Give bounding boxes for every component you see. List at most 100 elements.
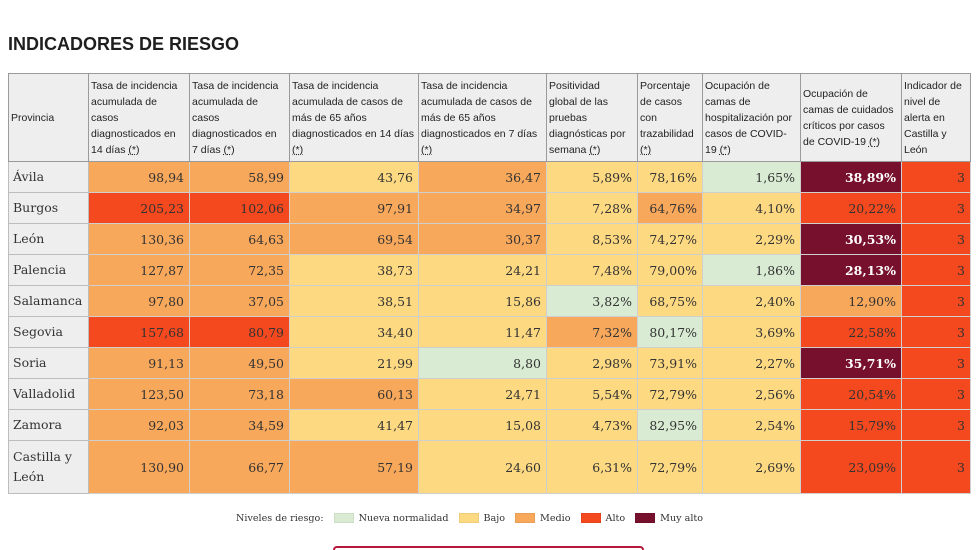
- cell-incidencia-mayores-65-7-dias: 11,47: [418, 316, 547, 348]
- cell-trazabilidad: 72,79%: [637, 378, 703, 410]
- footnote-marker[interactable]: (*): [640, 143, 652, 156]
- cell-incidencia-14-dias: 98,94: [88, 161, 190, 193]
- cell-trazabilidad: 72,79%: [637, 440, 703, 494]
- table-row: Burgos 205,23 102,06 97,91 34,97 7,28% 64,76% 4…: [8, 192, 971, 224]
- header-label: Positividad global de las pruebas diagnó…: [549, 79, 626, 156]
- footnote-marker[interactable]: (*): [223, 143, 235, 156]
- cell-ocupacion-hospitalizacion: 1,65%: [702, 161, 801, 193]
- cell-incidencia-14-dias: 130,90: [88, 440, 190, 494]
- legend-swatch-muy-alto: [635, 513, 656, 523]
- province-name: Burgos: [8, 192, 89, 224]
- cell-ocupacion-cuidados-criticos: 15,79%: [800, 409, 902, 441]
- cell-incidencia-14-dias: 97,80: [88, 285, 190, 317]
- legend-swatch-bajo: [458, 513, 479, 523]
- legend-swatch-medio: [515, 513, 536, 523]
- cell-positividad-semanal: 5,89%: [546, 161, 638, 193]
- cell-ocupacion-hospitalizacion: 3,69%: [702, 316, 801, 348]
- cell-incidencia-mayores-65-14-dias: 97,91: [289, 192, 419, 224]
- cell-trazabilidad: 78,16%: [637, 161, 703, 193]
- cell-ocupacion-hospitalizacion: 2,27%: [702, 347, 801, 379]
- legend-label-nueva-normalidad: Nueva normalidad: [358, 512, 449, 524]
- header-ocupacion-hospitalizacion: Ocupación de camas de hospitalización po…: [702, 73, 801, 162]
- cell-incidencia-mayores-65-7-dias: 15,08: [418, 409, 547, 441]
- footnote-marker[interactable]: (*): [868, 135, 881, 148]
- legend-swatch-alto: [580, 513, 601, 523]
- cell-incidencia-7-dias: 72,35: [189, 254, 290, 286]
- legend-label-muy-alto: Muy alto: [660, 512, 704, 524]
- footnote-marker[interactable]: (*): [719, 143, 731, 156]
- cell-incidencia-14-dias: 205,23: [88, 192, 190, 224]
- cell-ocupacion-cuidados-criticos: 12,90%: [800, 285, 902, 317]
- cell-trazabilidad: 80,17%: [637, 316, 703, 348]
- cell-incidencia-mayores-65-7-dias: 34,97: [418, 192, 547, 224]
- cell-incidencia-14-dias: 130,36: [88, 223, 190, 255]
- cell-incidencia-7-dias: 37,05: [189, 285, 290, 317]
- cell-ocupacion-hospitalizacion: 1,86%: [702, 254, 801, 286]
- cell-incidencia-14-dias: 127,87: [88, 254, 190, 286]
- cell-incidencia-mayores-65-7-dias: 36,47: [418, 161, 547, 193]
- cell-incidencia-mayores-65-7-dias: 8,80: [418, 347, 547, 379]
- header-label: Tasa de incidencia acumulada de casos di…: [91, 79, 178, 156]
- cell-nivel-alerta: 3: [901, 409, 971, 441]
- cell-ocupacion-cuidados-criticos: 35,71%: [800, 347, 902, 379]
- header-provincia: Provincia: [8, 73, 89, 162]
- cell-nivel-alerta: 3: [901, 347, 971, 379]
- cell-positividad-semanal: 7,28%: [546, 192, 638, 224]
- table-row: Segovia 157,68 80,79 34,40 11,47 7,32% 80,17% 3…: [8, 316, 971, 348]
- header-label: Tasa de incidencia acumulada de casos de…: [292, 79, 415, 140]
- cell-nivel-alerta: 3: [901, 161, 971, 193]
- header-label: Tasa de incidencia acumulada de casos di…: [192, 79, 279, 156]
- risk-level-legend: Niveles de riesgo: Nueva normalidad Bajo M…: [236, 510, 703, 526]
- legend-title: Niveles de riesgo:: [236, 512, 324, 524]
- table-row: Zamora 92,03 34,59 41,47 15,08 4,73% 82,95% 2,5…: [8, 409, 971, 441]
- cell-incidencia-mayores-65-14-dias: 38,51: [289, 285, 419, 317]
- header-label: Ocupación de camas de hospitalización po…: [705, 79, 792, 156]
- cell-ocupacion-cuidados-criticos: 22,58%: [800, 316, 902, 348]
- legend-label-bajo: Bajo: [483, 512, 506, 524]
- cell-positividad-semanal: 7,32%: [546, 316, 638, 348]
- cell-positividad-semanal: 3,82%: [546, 285, 638, 317]
- province-name: Segovia: [8, 316, 89, 348]
- cell-trazabilidad: 82,95%: [637, 409, 703, 441]
- table-row: Palencia 127,87 72,35 38,73 24,21 7,48% 79,00%…: [8, 254, 971, 286]
- cell-positividad-semanal: 4,73%: [546, 409, 638, 441]
- cell-incidencia-7-dias: 66,77: [189, 440, 290, 494]
- cell-incidencia-mayores-65-7-dias: 30,37: [418, 223, 547, 255]
- table-row: Castilla y León 130,90 66,77 57,19 24,60 6,31…: [8, 440, 971, 494]
- header-label: Tasa de incidencia acumulada de casos de…: [421, 79, 538, 140]
- cell-ocupacion-hospitalizacion: 4,10%: [702, 192, 801, 224]
- cell-ocupacion-hospitalizacion: 2,69%: [702, 440, 801, 494]
- cell-nivel-alerta: 3: [901, 378, 971, 410]
- cell-incidencia-mayores-65-7-dias: 24,60: [418, 440, 547, 494]
- footnote-marker[interactable]: (*): [292, 143, 304, 156]
- cell-ocupacion-hospitalizacion: 2,56%: [702, 378, 801, 410]
- cell-trazabilidad: 79,00%: [637, 254, 703, 286]
- page-title: INDICADORES DE RIESGO: [8, 34, 240, 54]
- cell-positividad-semanal: 6,31%: [546, 440, 638, 494]
- cell-incidencia-7-dias: 49,50: [189, 347, 290, 379]
- cell-incidencia-14-dias: 157,68: [88, 316, 190, 348]
- cell-incidencia-7-dias: 34,59: [189, 409, 290, 441]
- cell-trazabilidad: 68,75%: [637, 285, 703, 317]
- footnote-marker[interactable]: (*): [589, 143, 601, 156]
- cell-incidencia-14-dias: 123,50: [88, 378, 190, 410]
- province-name: Palencia: [8, 254, 89, 286]
- header-label: Provincia: [11, 111, 55, 124]
- legend-label-alto: Alto: [605, 512, 626, 524]
- table-row: Soria 91,13 49,50 21,99 8,80 2,98% 73,91% 2,27%…: [8, 347, 971, 379]
- cell-trazabilidad: 74,27%: [637, 223, 703, 255]
- cell-incidencia-14-dias: 91,13: [88, 347, 190, 379]
- cell-nivel-alerta: 3: [901, 285, 971, 317]
- header-incidencia-mayores-65-14-dias: Tasa de incidencia acumulada de casos de…: [289, 73, 419, 162]
- cell-incidencia-mayores-65-14-dias: 60,13: [289, 378, 419, 410]
- legend-label-medio: Medio: [540, 512, 571, 524]
- province-name: León: [8, 223, 89, 255]
- footnote-marker[interactable]: (*): [421, 143, 433, 156]
- cell-incidencia-7-dias: 58,99: [189, 161, 290, 193]
- footnote-marker[interactable]: (*): [128, 143, 140, 156]
- province-name: Zamora: [8, 409, 89, 441]
- cell-nivel-alerta: 3: [901, 223, 971, 255]
- cell-incidencia-mayores-65-14-dias: 57,19: [289, 440, 419, 494]
- action-button[interactable]: [333, 546, 644, 550]
- cell-incidencia-mayores-65-14-dias: 38,73: [289, 254, 419, 286]
